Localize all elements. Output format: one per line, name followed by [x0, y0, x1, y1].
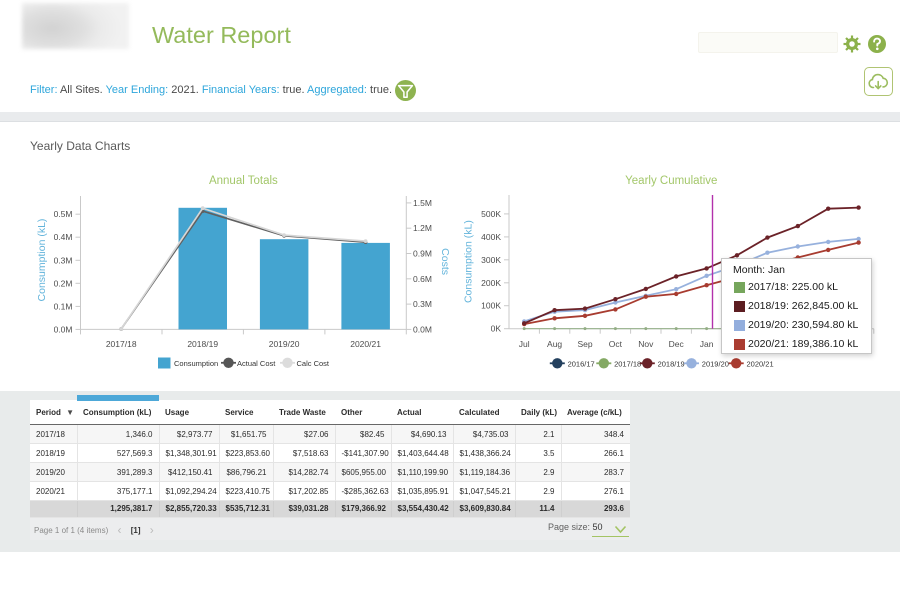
svg-text:400K: 400K: [481, 232, 501, 242]
svg-text:0.4M: 0.4M: [54, 232, 73, 242]
svg-text:2019/20: 2019/20: [269, 339, 300, 349]
svg-text:200K: 200K: [481, 278, 501, 288]
svg-text:2020/21: 2020/21: [747, 360, 774, 369]
svg-text:2017/18: 2017/18: [106, 339, 137, 349]
svg-text:Annual Totals: Annual Totals: [209, 175, 278, 187]
svg-text:Jul: Jul: [519, 339, 530, 349]
svg-text:Actual Cost: Actual Cost: [237, 359, 276, 368]
svg-text:Calc Cost: Calc Cost: [297, 359, 330, 368]
svg-text:Consumption (kL): Consumption (kL): [36, 219, 48, 302]
svg-text:Consumption (kL): Consumption (kL): [463, 220, 475, 303]
svg-text:0.6M: 0.6M: [413, 274, 432, 284]
svg-text:Yearly Cumulative: Yearly Cumulative: [625, 175, 717, 187]
svg-text:2018/19: 2018/19: [187, 339, 218, 349]
svg-text:0.0M: 0.0M: [54, 324, 73, 334]
svg-text:Oct: Oct: [609, 339, 623, 349]
svg-text:500K: 500K: [481, 209, 501, 219]
svg-text:1.2M: 1.2M: [413, 223, 432, 233]
svg-text:2016/17: 2016/17: [568, 360, 595, 369]
svg-text:2019/20: 2019/20: [702, 360, 729, 369]
svg-text:0.5M: 0.5M: [54, 209, 73, 219]
svg-text:0.3M: 0.3M: [413, 299, 432, 309]
svg-text:1.5M: 1.5M: [413, 198, 432, 208]
svg-text:0.9M: 0.9M: [413, 249, 432, 259]
svg-text:Jan: Jan: [700, 339, 714, 349]
svg-text:Costs: Costs: [439, 248, 451, 275]
svg-text:300K: 300K: [481, 255, 501, 265]
svg-text:2017/18: 2017/18: [614, 360, 641, 369]
svg-text:Dec: Dec: [669, 339, 685, 349]
svg-text:Nov: Nov: [638, 339, 654, 349]
svg-text:0.2M: 0.2M: [54, 278, 73, 288]
svg-text:Sep: Sep: [577, 339, 592, 349]
svg-text:100K: 100K: [481, 301, 501, 311]
svg-text:2020/21: 2020/21: [350, 339, 381, 349]
svg-text:0.3M: 0.3M: [54, 255, 73, 265]
svg-text:0.1M: 0.1M: [54, 301, 73, 311]
svg-text:0.0M: 0.0M: [413, 324, 432, 334]
svg-text:0K: 0K: [491, 324, 502, 334]
svg-text:Consumption: Consumption: [174, 359, 218, 368]
svg-text:Aug: Aug: [547, 339, 562, 349]
svg-text:2018/19: 2018/19: [658, 360, 685, 369]
